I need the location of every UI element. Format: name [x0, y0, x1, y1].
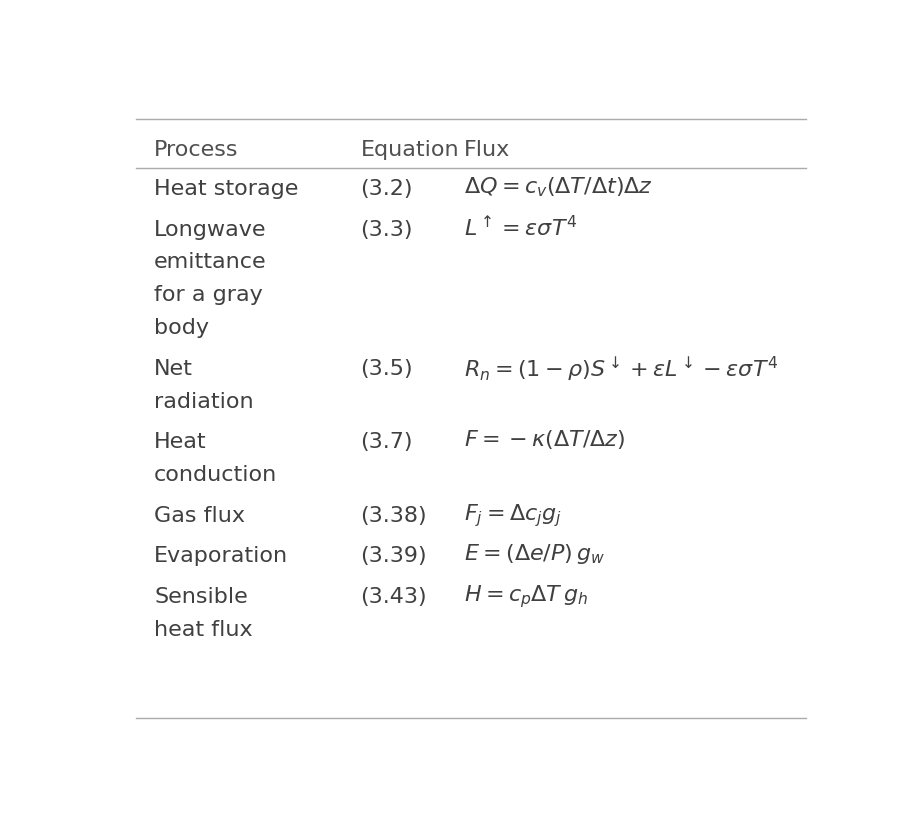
Text: Net: Net — [154, 358, 193, 379]
Text: Flux: Flux — [464, 140, 510, 159]
Text: (3.39): (3.39) — [360, 546, 427, 566]
Text: radiation: radiation — [154, 392, 254, 412]
Text: (3.2): (3.2) — [360, 179, 414, 199]
Text: Equation: Equation — [360, 140, 460, 159]
Text: Process: Process — [154, 140, 239, 159]
Text: $\Delta Q = c_v(\Delta T/\Delta t)\Delta z$: $\Delta Q = c_v(\Delta T/\Delta t)\Delta… — [464, 175, 652, 199]
Text: heat flux: heat flux — [154, 620, 253, 640]
Text: Sensible: Sensible — [154, 587, 248, 607]
Text: (3.5): (3.5) — [360, 358, 414, 379]
Text: emittance: emittance — [154, 252, 267, 272]
Text: $E = (\Delta e/P)\, g_w$: $E = (\Delta e/P)\, g_w$ — [464, 543, 605, 566]
Text: $F_j = \Delta c_j g_j$: $F_j = \Delta c_j g_j$ — [464, 501, 562, 529]
Text: Evaporation: Evaporation — [154, 546, 289, 566]
Text: $F = -\kappa(\Delta T/\Delta z)$: $F = -\kappa(\Delta T/\Delta z)$ — [464, 428, 625, 451]
Text: Gas flux: Gas flux — [154, 506, 245, 525]
Text: $H = c_p \Delta T\, g_h$: $H = c_p \Delta T\, g_h$ — [464, 583, 588, 610]
Text: body: body — [154, 318, 209, 339]
Text: Heat: Heat — [154, 432, 207, 452]
Text: $L^{\uparrow} = \varepsilon\sigma T^{4}$: $L^{\uparrow} = \varepsilon\sigma T^{4}$ — [464, 215, 577, 240]
Text: (3.7): (3.7) — [360, 432, 414, 452]
Text: (3.43): (3.43) — [360, 587, 427, 607]
Text: $R_n = (1-\rho)S^{\downarrow} + \varepsilon L^{\downarrow} - \varepsilon\sigma T: $R_n = (1-\rho)S^{\downarrow} + \varepsi… — [464, 355, 778, 384]
Text: Heat storage: Heat storage — [154, 179, 299, 199]
Text: Longwave: Longwave — [154, 219, 267, 239]
Text: for a gray: for a gray — [154, 285, 263, 305]
Text: (3.3): (3.3) — [360, 219, 414, 239]
Text: (3.38): (3.38) — [360, 506, 427, 525]
Text: conduction: conduction — [154, 465, 278, 485]
